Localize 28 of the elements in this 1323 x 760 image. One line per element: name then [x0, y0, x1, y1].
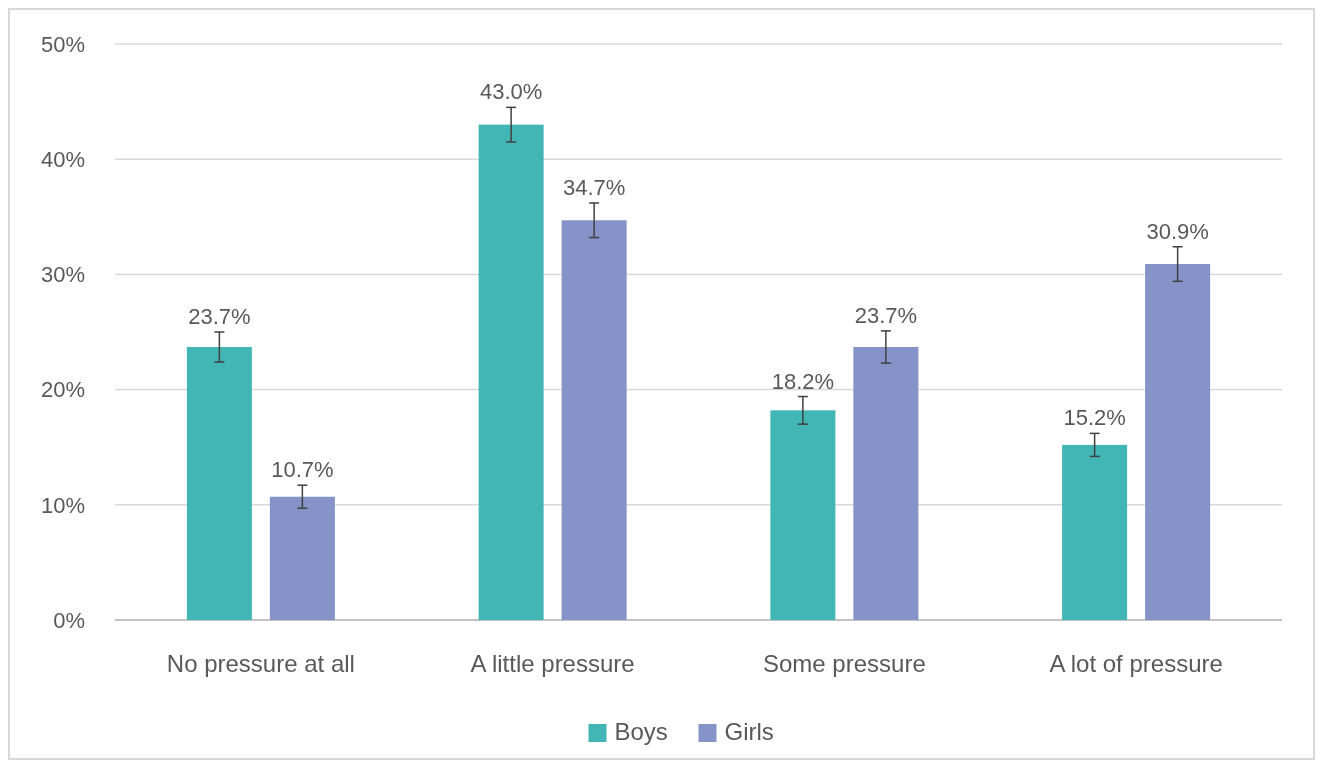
bar — [1145, 264, 1211, 620]
bar — [1062, 444, 1128, 620]
text: 30.9% — [1146, 218, 1209, 244]
text: 23.7% — [854, 302, 918, 328]
text: 34.7% — [562, 174, 626, 200]
bar — [269, 496, 335, 620]
x-tick-label: A little pressure — [470, 650, 635, 677]
y-tick-label: 50% — [40, 31, 85, 57]
bar — [478, 124, 544, 620]
legend-label: Boys — [614, 718, 668, 745]
bar — [186, 346, 252, 620]
y-tick-label: 20% — [40, 377, 85, 403]
y-tick-label: 10% — [40, 492, 85, 518]
x-tick-label: No pressure at all — [166, 650, 355, 677]
x-tick-label: A lot of pressure — [1049, 650, 1223, 677]
text: 18.2% — [771, 368, 835, 394]
text: 43.0% — [479, 79, 543, 105]
x-tick-label: Some pressure — [763, 650, 926, 677]
bar — [853, 346, 919, 620]
y-tick-label: 0% — [53, 607, 85, 633]
text: 23.7% — [188, 304, 251, 329]
bar — [561, 220, 627, 620]
y-tick-label: 40% — [40, 146, 85, 172]
text: 10.7% — [271, 457, 334, 483]
y-tick-label: 30% — [40, 262, 85, 288]
text: 15.2% — [1063, 405, 1126, 431]
bar — [770, 410, 836, 620]
legend-label: Girls — [724, 718, 774, 745]
